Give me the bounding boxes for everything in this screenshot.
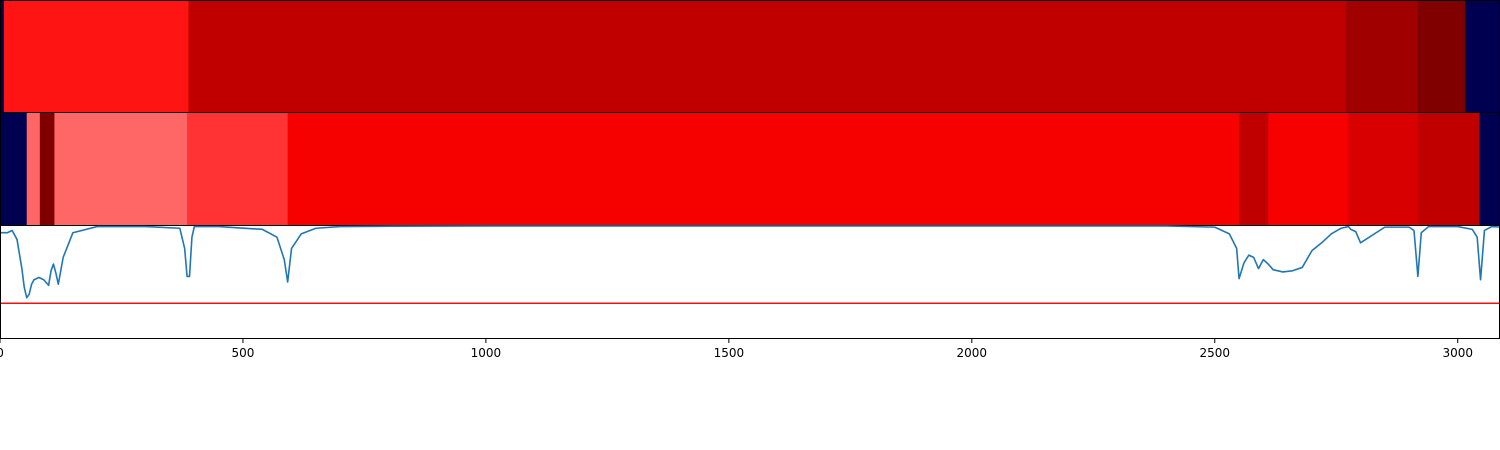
heatmap-segment — [287, 113, 1240, 225]
heatmap-panel-top — [0, 0, 1500, 113]
x-tick-label: 1000 — [471, 346, 502, 360]
x-tick-label: 2500 — [1199, 346, 1230, 360]
heatmap-segment — [1417, 1, 1466, 112]
heatmap-segment — [26, 113, 41, 225]
x-tick-label: 3000 — [1442, 346, 1473, 360]
heatmap-segment — [39, 113, 55, 225]
heatmap-segment — [1479, 113, 1500, 225]
heatmap-segment — [187, 113, 289, 225]
x-tick-label: 2000 — [957, 346, 988, 360]
heatmap-segment — [1345, 1, 1419, 112]
x-tick-label: 1500 — [714, 346, 745, 360]
heatmap-segment — [54, 113, 188, 225]
heatmap-segment — [3, 1, 190, 112]
heatmap-segment — [1239, 113, 1269, 225]
heatmap-segment — [1348, 113, 1419, 225]
heatmap-segment — [1465, 1, 1500, 112]
heatmap-segment — [1417, 113, 1481, 225]
x-tick-label: 0 — [0, 346, 4, 360]
heatmap-panel-middle — [0, 112, 1500, 226]
heatmap-segment — [1268, 113, 1349, 225]
series-line — [0, 225, 1500, 299]
x-tick-label: 500 — [231, 346, 254, 360]
heatmap-segment — [0, 113, 28, 225]
heatmap-segment — [0, 1, 5, 112]
line-plot-panel: 0 500 1000 1500 2000 2500 3000 — [0, 225, 1500, 360]
heatmap-segment — [188, 1, 1347, 112]
